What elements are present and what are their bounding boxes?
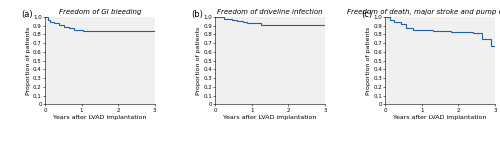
- Y-axis label: Proportion of patients: Proportion of patients: [366, 27, 371, 95]
- X-axis label: Years after LVAD implantation: Years after LVAD implantation: [224, 115, 316, 120]
- Y-axis label: Proportion of patients: Proportion of patients: [196, 27, 201, 95]
- Title: Freedom of death, major stroke and pump exchange: Freedom of death, major stroke and pump …: [347, 9, 500, 15]
- Title: Freedom of driveline infection: Freedom of driveline infection: [217, 9, 323, 15]
- Text: (c): (c): [361, 10, 372, 19]
- Text: (b): (b): [191, 10, 203, 19]
- Text: (a): (a): [21, 10, 32, 19]
- X-axis label: Years after LVAD implantation: Years after LVAD implantation: [394, 115, 487, 120]
- Title: Freedom of GI bleeding: Freedom of GI bleeding: [58, 9, 141, 15]
- Y-axis label: Proportion of patients: Proportion of patients: [26, 27, 31, 95]
- X-axis label: Years after LVAD implantation: Years after LVAD implantation: [53, 115, 146, 120]
